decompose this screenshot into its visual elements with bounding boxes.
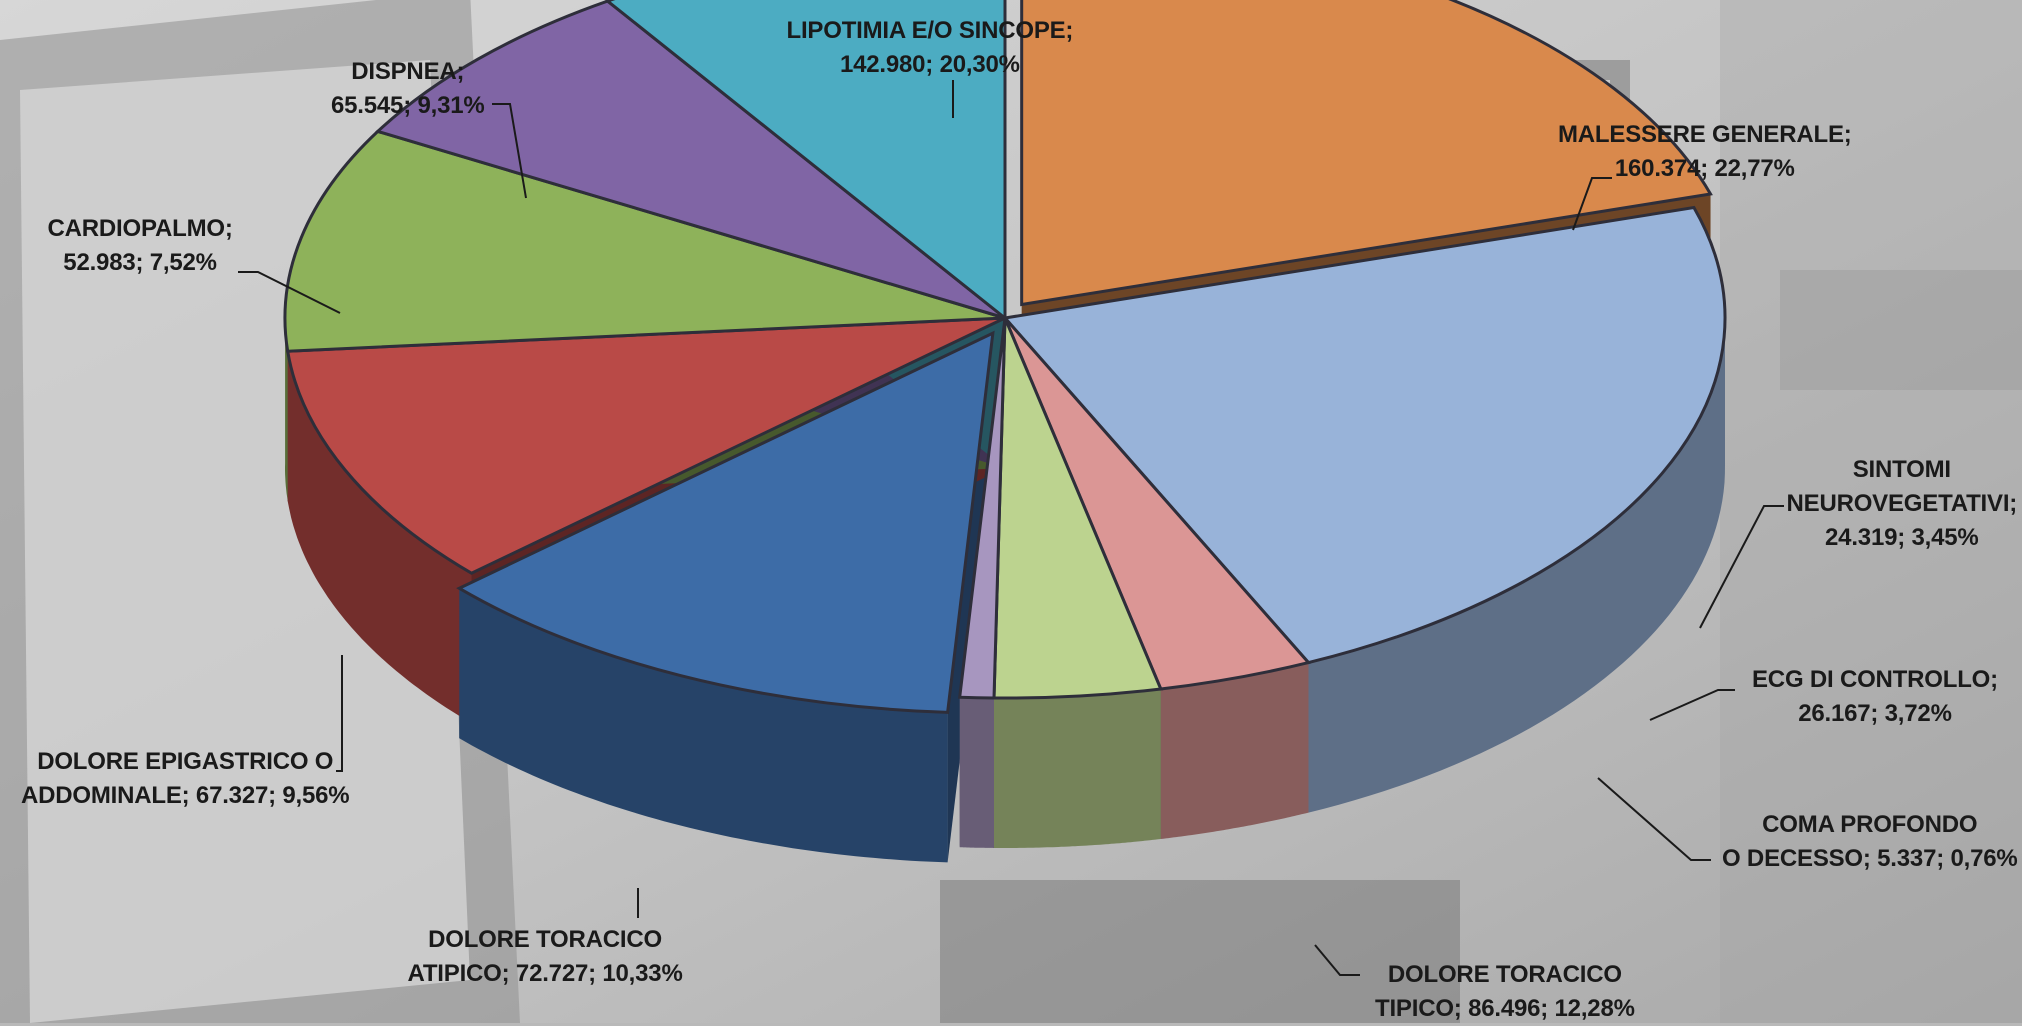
- data-label-line: MALESSERE GENERALE;: [1558, 121, 1852, 148]
- data-label-dolore-epigastrico-o-addominale: DOLORE EPIGASTRICO O ADDOMINALE; 67.327; …: [21, 745, 350, 813]
- data-label-line: DOLORE EPIGASTRICO O: [37, 748, 334, 775]
- data-label-malessere-generale: MALESSERE GENERALE; 160.374; 22,77%: [1558, 118, 1852, 186]
- slice-dolore-toracico-tipico: [456, 330, 995, 714]
- data-label-line: 142.980; 20,30%: [839, 51, 1020, 78]
- data-label-ecg-di-controllo: ECG DI CONTROLLO; 26.167; 3,72%: [1752, 663, 1998, 731]
- slice-lipotimia-e-o-sincope: [1020, 0, 1713, 307]
- data-label-dolore-toracico-tipico: DOLORE TORACICO TIPICO; 86.496; 12,28%: [1375, 958, 1635, 1026]
- data-label-line: DOLORE TORACICO: [1387, 961, 1622, 988]
- data-label-line: CARDIOPALMO;: [47, 215, 233, 242]
- data-label-sintomi-neurovegetativi: SINTOMI NEUROVEGETATIVI; 24.319; 3,45%: [1787, 453, 2018, 555]
- data-label-line: 52.983; 7,52%: [63, 249, 217, 276]
- leader-line-dolore-toracico-tipico: [1314, 944, 1360, 976]
- leader-line-coma-profondo-o-decesso: [1597, 777, 1711, 861]
- data-label-line: 26.167; 3,72%: [1798, 700, 1952, 727]
- data-label-line: LIPOTIMIA E/O SINCOPE;: [786, 17, 1074, 44]
- slice-coma-profondo-o-decesso: [958, 317, 1007, 700]
- data-label-dispnea: DISPNEA; 65.545; 9,31%: [331, 55, 485, 123]
- slice-dolore-toracico-atipico: [285, 316, 1006, 575]
- data-label-dolore-toracico-atipico: DOLORE TORACICO ATIPICO; 72.727; 10,33%: [408, 923, 683, 991]
- leader-line-dispnea: [492, 103, 527, 199]
- data-label-line: SINTOMI: [1852, 456, 1951, 483]
- slice-malessere-generale: [1002, 205, 1727, 665]
- data-label-line: COMA PROFONDO: [1762, 811, 1978, 838]
- data-label-line: ECG DI CONTROLLO;: [1752, 666, 1998, 693]
- slice-cardiopalmo: [374, 0, 1006, 320]
- data-label-line: 65.545; 9,31%: [331, 92, 485, 119]
- slice-side-dolore-epigastrico-o-addominale: [285, 313, 288, 502]
- data-label-line: DOLORE TORACICO: [428, 926, 662, 953]
- data-label-line: O DECESSO; 5.337; 0,76%: [1722, 845, 2018, 872]
- slice-side-malessere-generale: [1308, 314, 1725, 813]
- data-label-line: NEUROVEGETATIVI;: [1786, 490, 2018, 517]
- slice-side-dolore-toracico-tipico: [459, 588, 948, 863]
- leader-line-sintomi-neurovegetativi: [1699, 505, 1784, 629]
- leader-line-malessere-generale: [1572, 177, 1612, 231]
- slice-side-dolore-toracico-atipico: [287, 351, 472, 724]
- data-label-line: 24.319; 3,45%: [1825, 524, 1979, 551]
- slice-side-ecg-di-controllo: [994, 689, 1161, 848]
- data-label-line: TIPICO; 86.496; 12,28%: [1375, 995, 1635, 1022]
- data-label-lipotimia-e-o-sincope: LIPOTIMIA E/O SINCOPE; 142.980; 20,30%: [787, 14, 1074, 82]
- data-label-line: 160.374; 22,77%: [1614, 155, 1795, 182]
- data-label-cardiopalmo: CARDIOPALMO; 52.983; 7,52%: [48, 212, 233, 280]
- slice-dolore-epigastrico-o-addominale: [283, 129, 1006, 353]
- leader-line-ecg-di-controllo: [1649, 689, 1735, 721]
- data-label-line: ADDOMINALE; 67.327; 9,56%: [21, 782, 350, 809]
- slice-dispnea: [604, 0, 1007, 322]
- data-label-coma-profondo-o-decesso: COMA PROFONDO O DECESSO; 5.337; 0,76%: [1722, 808, 2018, 876]
- slice-side-sintomi-neurovegetativi: [1160, 662, 1309, 839]
- leader-line-cardiopalmo: [238, 271, 341, 314]
- data-label-line: ATIPICO; 72.727; 10,33%: [407, 960, 683, 987]
- data-label-line: DISPNEA;: [351, 58, 465, 85]
- leader-line-dolore-epigastrico-o-addominale: [336, 655, 343, 772]
- slice-side-coma-profondo-o-decesso: [959, 697, 994, 848]
